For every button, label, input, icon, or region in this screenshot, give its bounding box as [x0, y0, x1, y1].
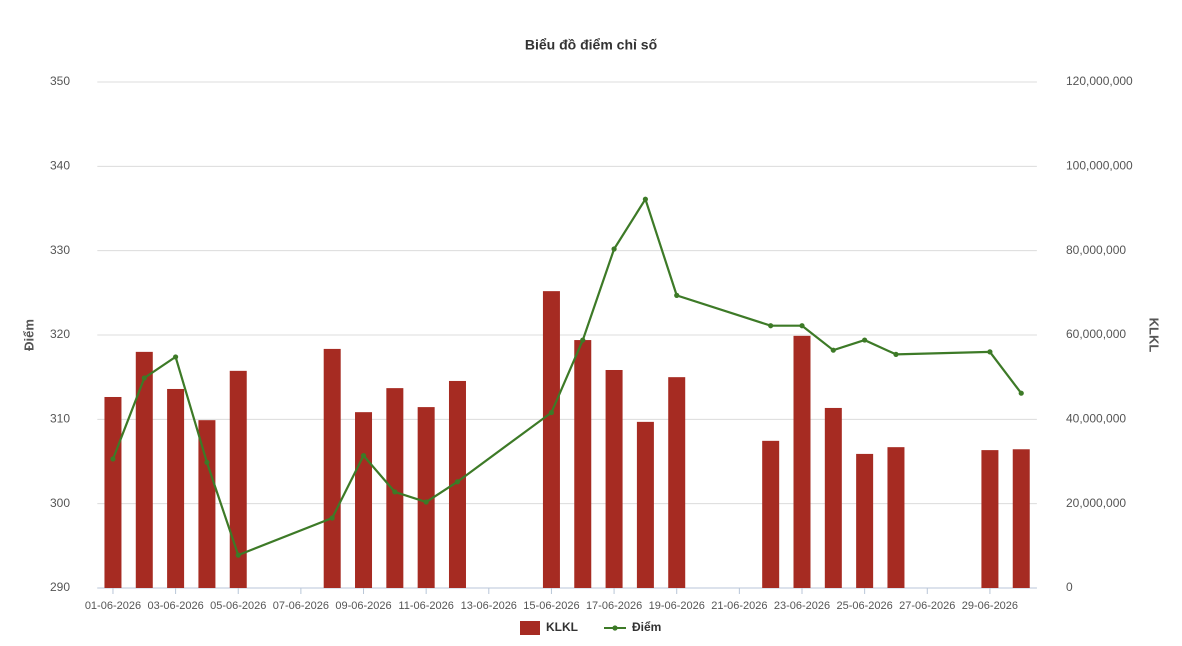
- y-tick-label: 300: [50, 496, 70, 510]
- x-tick-label: 13-06-2026: [461, 600, 517, 612]
- point: [674, 292, 680, 298]
- bar: [448, 380, 466, 588]
- bar: [355, 412, 373, 588]
- bar: [636, 421, 654, 588]
- line: [111, 196, 1023, 557]
- point: [329, 515, 335, 521]
- x-tick-label: 09-06-2026: [335, 600, 391, 612]
- chart-title: Biểu đồ điểm chỉ số: [525, 37, 658, 53]
- point: [204, 459, 210, 465]
- y2-tick-label: 120,000,000: [1066, 74, 1133, 88]
- y-tick-label: 350: [50, 74, 70, 88]
- legend-label: KLKL: [546, 620, 578, 634]
- x-tick-label: 01-06-2026: [85, 600, 141, 612]
- legend-swatch: [520, 621, 540, 635]
- bar: [981, 450, 999, 588]
- x-tick-label: 17-06-2026: [586, 600, 642, 612]
- point: [768, 323, 774, 329]
- point: [454, 479, 461, 485]
- bar: [668, 377, 686, 588]
- legend-label: Điểm: [632, 620, 661, 634]
- point: [580, 337, 586, 343]
- y2-axis-title: KLKL: [1147, 318, 1162, 353]
- bar: [856, 453, 874, 588]
- point: [1018, 390, 1024, 396]
- y2-tick-label: 100,000,000: [1066, 159, 1133, 173]
- legend-item: Điểm: [604, 620, 661, 634]
- legend-marker: [612, 625, 618, 631]
- point: [548, 409, 555, 416]
- bar: [887, 447, 905, 588]
- y-tick-label: 310: [50, 412, 70, 426]
- point: [987, 349, 993, 355]
- legend-item: KLKL: [520, 620, 578, 635]
- y-tick-label: 320: [50, 327, 70, 341]
- bar: [574, 340, 592, 588]
- y-axis-title: Điểm: [21, 319, 36, 351]
- bar: [167, 388, 185, 588]
- y-tick-label: 330: [50, 243, 70, 257]
- point: [830, 347, 836, 353]
- point: [235, 552, 241, 558]
- x-tick-label: 03-06-2026: [147, 600, 203, 612]
- point: [611, 246, 617, 252]
- x-tick-label: 27-06-2026: [899, 600, 955, 612]
- bar: [104, 396, 122, 588]
- point: [392, 489, 398, 495]
- point: [862, 337, 868, 343]
- point: [423, 499, 429, 505]
- bar: [323, 348, 341, 588]
- x-tick-label: 05-06-2026: [210, 600, 266, 612]
- y2-tick-label: 20,000,000: [1066, 496, 1126, 510]
- bar: [605, 369, 623, 588]
- bar: [793, 335, 811, 588]
- y-tick-label: 290: [50, 580, 70, 594]
- bar: [824, 407, 842, 588]
- bar: [1012, 449, 1030, 588]
- point: [642, 196, 649, 202]
- y2-tick-label: 40,000,000: [1066, 412, 1126, 426]
- x-tick-label: 21-06-2026: [711, 600, 767, 612]
- point: [141, 375, 147, 381]
- x-tick-label: 29-06-2026: [962, 600, 1018, 612]
- x-tick-label: 25-06-2026: [836, 600, 892, 612]
- bar: [542, 291, 560, 588]
- bar: [198, 420, 216, 588]
- bar: [135, 351, 153, 588]
- point: [360, 452, 367, 459]
- bar: [229, 370, 247, 588]
- x-tick-label: 23-06-2026: [774, 600, 830, 612]
- x-tick-label: 19-06-2026: [649, 600, 705, 612]
- x-tick-label: 07-06-2026: [273, 600, 329, 612]
- point: [110, 456, 116, 462]
- y2-tick-label: 80,000,000: [1066, 243, 1126, 257]
- y2-tick-label: 60,000,000: [1066, 327, 1126, 341]
- y-tick-label: 340: [50, 159, 70, 173]
- y2-tick-label: 0: [1066, 580, 1073, 594]
- bar: [417, 407, 435, 588]
- x-tick-label: 11-06-2026: [398, 600, 453, 612]
- bar: [762, 440, 780, 588]
- bar: [386, 388, 404, 588]
- x-tick-label: 15-06-2026: [523, 600, 579, 612]
- point: [173, 354, 179, 360]
- point: [799, 323, 805, 329]
- point: [893, 351, 899, 357]
